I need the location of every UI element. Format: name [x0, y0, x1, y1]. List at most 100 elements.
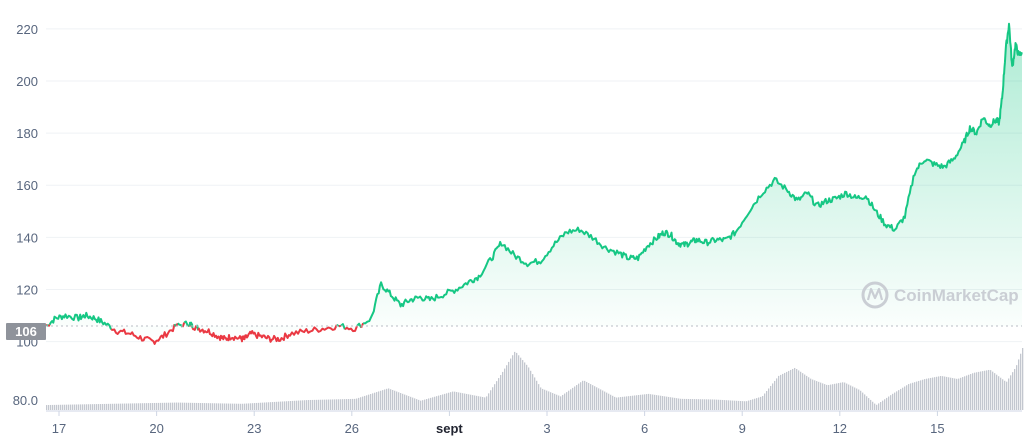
volume-bar	[200, 403, 202, 410]
volume-bar	[372, 393, 374, 410]
volume-bar	[978, 371, 980, 410]
volume-bar	[712, 399, 714, 410]
volume-bar	[934, 377, 936, 410]
volume-bar	[526, 364, 528, 410]
volume-bar	[512, 355, 514, 410]
volume-bar	[1006, 381, 1008, 410]
volume-bar	[718, 399, 720, 410]
volume-bar	[618, 397, 620, 410]
volume-bar	[634, 395, 636, 410]
volume-bar	[50, 404, 52, 410]
volume-bar	[172, 402, 174, 410]
volume-bar	[192, 402, 194, 410]
volume-bar	[438, 395, 440, 410]
volume-bar	[86, 404, 88, 410]
volume-tick-label: 80.0	[13, 393, 38, 408]
volume-bar	[926, 378, 928, 410]
volume-bar	[586, 381, 588, 410]
volume-bar	[176, 402, 178, 410]
volume-bar	[1016, 365, 1018, 410]
volume-bar	[614, 396, 616, 410]
volume-bar	[264, 402, 266, 410]
volume-bar	[730, 400, 732, 410]
volume-bar	[1000, 377, 1002, 410]
volume-bar	[398, 392, 400, 410]
volume-bar	[816, 381, 818, 410]
volume-bar	[570, 389, 572, 410]
volume-bar	[660, 395, 662, 410]
volume-bar	[464, 393, 466, 410]
price-line-down-segment	[191, 325, 198, 331]
volume-bar	[324, 399, 326, 410]
volume-bar	[524, 362, 526, 410]
volume-bar	[904, 386, 906, 410]
volume-bar	[174, 402, 176, 410]
volume-bar	[606, 392, 608, 410]
volume-bar	[536, 380, 538, 410]
volume-bar	[686, 398, 688, 410]
volume-bar	[58, 404, 60, 410]
volume-bar	[186, 402, 188, 410]
volume-bar	[856, 388, 858, 410]
volume-bar	[784, 372, 786, 410]
volume-bar	[896, 391, 898, 410]
volume-bar	[628, 396, 630, 410]
volume-bar	[772, 383, 774, 410]
volume-bar	[922, 379, 924, 410]
volume-bar	[240, 403, 242, 410]
volume-bar	[206, 403, 208, 410]
price-line-down-segment	[344, 325, 359, 333]
volume-bar	[802, 373, 804, 410]
volume-bar	[202, 403, 204, 410]
volume-bar	[344, 399, 346, 410]
volume-bar	[918, 380, 920, 410]
volume-bar	[154, 402, 156, 410]
volume-bar	[76, 404, 78, 410]
volume-bar	[318, 399, 320, 410]
volume-bar	[824, 384, 826, 410]
volume-bar	[242, 403, 244, 410]
volume-bar	[340, 399, 342, 410]
volume-bar	[990, 370, 992, 410]
volume-bar	[902, 387, 904, 410]
volume-bar	[470, 394, 472, 410]
volume-bar	[130, 403, 132, 410]
volume-bar	[352, 398, 354, 410]
volume-bar	[788, 370, 790, 410]
volume-bar	[880, 402, 882, 410]
volume-bar	[98, 404, 100, 410]
volume-bar	[636, 395, 638, 410]
volume-bar	[418, 399, 420, 410]
volume-bar	[48, 405, 50, 410]
volume-bar	[142, 403, 144, 410]
volume-bar	[160, 402, 162, 410]
volume-bar	[54, 404, 56, 410]
volume-bar	[582, 380, 584, 410]
volume-bar	[416, 399, 418, 410]
volume-bar	[780, 374, 782, 410]
volume-bar	[322, 399, 324, 410]
volume-bar	[912, 382, 914, 410]
volume-bar	[668, 396, 670, 410]
volume-bar	[468, 394, 470, 410]
volume-bar	[558, 395, 560, 410]
volume-bar	[166, 402, 168, 410]
volume-bar	[514, 351, 516, 410]
volume-bar	[388, 388, 390, 410]
volume-bar	[182, 402, 184, 410]
volume-bar	[638, 395, 640, 410]
volume-bar	[758, 397, 760, 410]
volume-bar	[594, 386, 596, 410]
volume-bar	[910, 383, 912, 410]
volume-bar	[766, 390, 768, 410]
volume-bar	[246, 403, 248, 410]
volume-bar	[942, 376, 944, 410]
volume-bar	[414, 398, 416, 410]
volume-bar	[984, 370, 986, 410]
volume-bar	[96, 404, 98, 410]
volume-bar	[386, 388, 388, 410]
volume-bar	[74, 404, 76, 410]
volume-bar	[358, 397, 360, 410]
